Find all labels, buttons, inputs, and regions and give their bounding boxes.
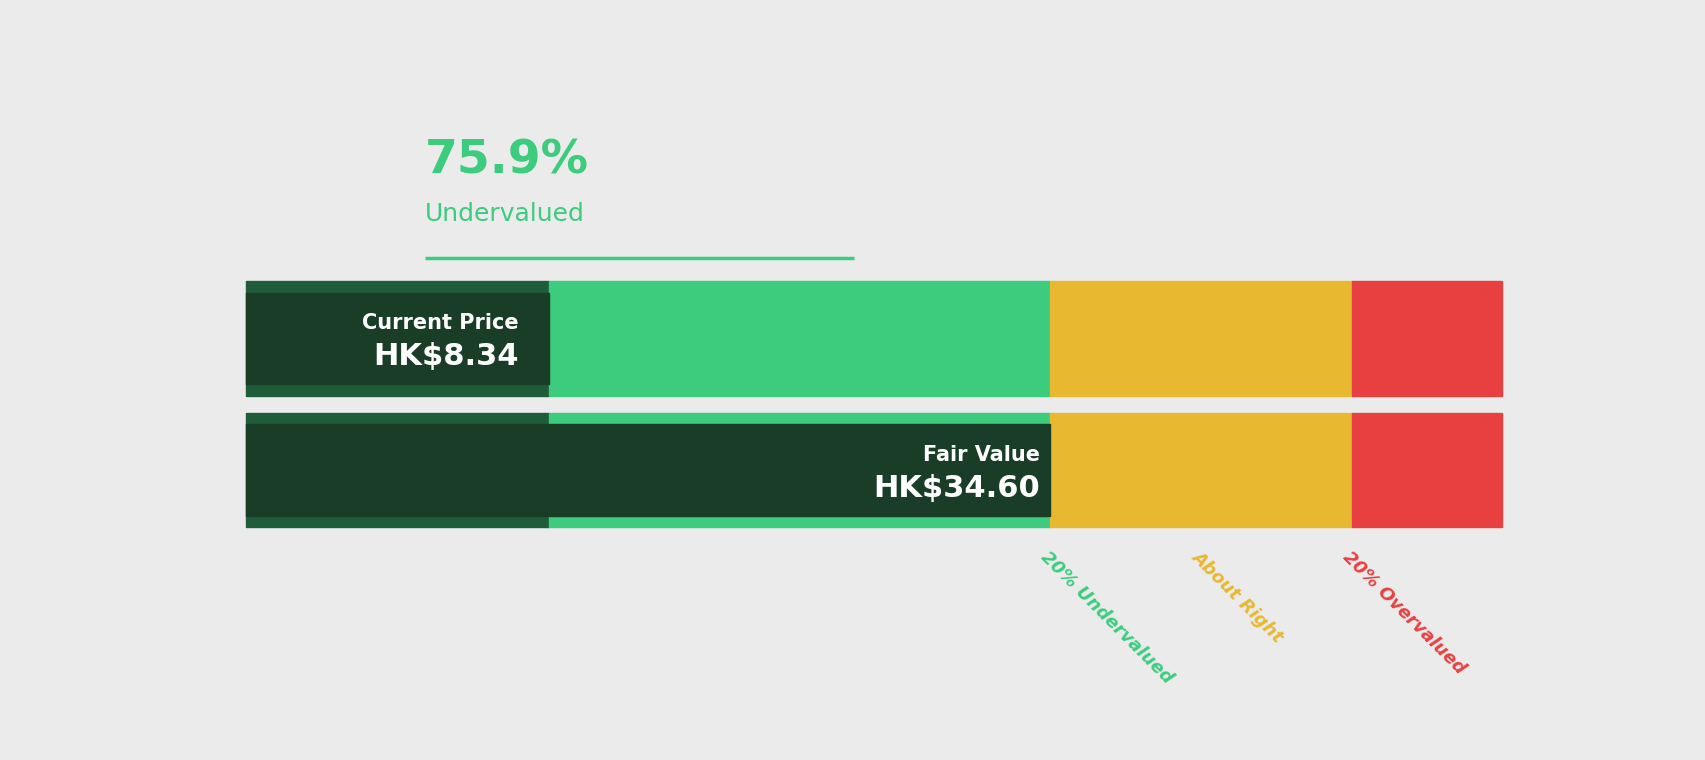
Text: 20% Overvalued: 20% Overvalued	[1338, 548, 1468, 677]
FancyBboxPatch shape	[549, 281, 1050, 395]
Text: Current Price: Current Price	[361, 313, 518, 333]
FancyBboxPatch shape	[1050, 413, 1200, 527]
FancyBboxPatch shape	[246, 413, 549, 527]
FancyBboxPatch shape	[1050, 281, 1200, 395]
Text: 20% Undervalued: 20% Undervalued	[1037, 548, 1176, 687]
FancyBboxPatch shape	[1350, 413, 1502, 527]
FancyBboxPatch shape	[1350, 281, 1502, 395]
Text: Fair Value: Fair Value	[922, 445, 1038, 464]
Text: 75.9%: 75.9%	[425, 139, 588, 184]
FancyBboxPatch shape	[246, 293, 549, 384]
FancyBboxPatch shape	[1200, 413, 1350, 527]
Text: HK$8.34: HK$8.34	[373, 342, 518, 371]
FancyBboxPatch shape	[549, 413, 1050, 527]
Text: Undervalued: Undervalued	[425, 202, 585, 226]
FancyBboxPatch shape	[246, 281, 549, 395]
FancyBboxPatch shape	[1200, 281, 1350, 395]
Text: HK$34.60: HK$34.60	[873, 474, 1038, 503]
Text: About Right: About Right	[1187, 548, 1286, 646]
FancyBboxPatch shape	[246, 425, 1050, 516]
